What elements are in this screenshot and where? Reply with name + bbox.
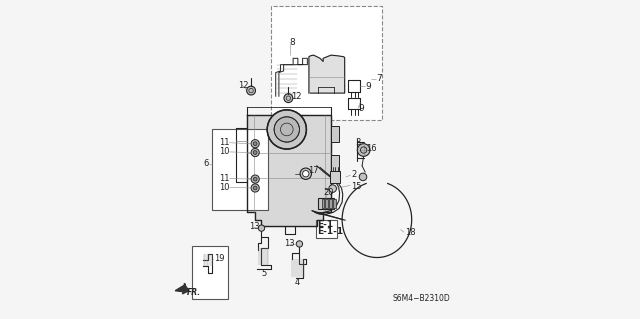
Circle shape — [253, 142, 257, 145]
Text: 20: 20 — [323, 188, 333, 197]
Text: 9: 9 — [366, 82, 372, 91]
Text: 13: 13 — [285, 239, 295, 248]
Text: 8: 8 — [290, 38, 296, 47]
Text: 7: 7 — [376, 74, 382, 83]
Circle shape — [284, 94, 293, 103]
Circle shape — [253, 151, 257, 154]
Bar — [333, 199, 336, 208]
Circle shape — [296, 241, 303, 247]
Text: 3: 3 — [356, 137, 361, 147]
Bar — [321, 199, 324, 208]
Text: 15: 15 — [351, 182, 362, 190]
Bar — [331, 126, 339, 142]
Circle shape — [357, 144, 370, 156]
Text: S6M4−B2310D: S6M4−B2310D — [393, 294, 451, 303]
Bar — [212, 130, 268, 210]
Bar — [330, 199, 332, 208]
Text: 11: 11 — [220, 174, 230, 183]
Circle shape — [253, 186, 257, 190]
Circle shape — [251, 140, 259, 148]
Bar — [319, 198, 334, 210]
Circle shape — [267, 110, 307, 149]
Circle shape — [329, 185, 337, 192]
Text: 19: 19 — [214, 254, 225, 263]
Polygon shape — [246, 115, 331, 226]
Circle shape — [300, 168, 312, 179]
Polygon shape — [175, 284, 189, 294]
Text: 16: 16 — [366, 144, 376, 153]
Bar — [331, 155, 339, 171]
Text: 4: 4 — [294, 278, 300, 287]
Text: 6: 6 — [204, 159, 209, 168]
Circle shape — [246, 86, 255, 95]
Circle shape — [359, 173, 367, 181]
Text: FR.: FR. — [186, 288, 201, 297]
Text: 11: 11 — [220, 138, 230, 147]
Text: 12: 12 — [291, 92, 301, 101]
Text: 18: 18 — [404, 228, 415, 237]
Text: 9: 9 — [358, 104, 364, 113]
Circle shape — [303, 171, 309, 177]
Circle shape — [259, 225, 265, 231]
Bar — [325, 199, 328, 208]
Circle shape — [251, 148, 259, 157]
Text: 2: 2 — [351, 170, 356, 179]
Bar — [192, 247, 228, 299]
Text: 10: 10 — [220, 183, 230, 192]
Text: 17: 17 — [308, 166, 319, 175]
Polygon shape — [309, 55, 345, 93]
Circle shape — [253, 177, 257, 181]
Text: E-1-1: E-1-1 — [317, 227, 343, 236]
Text: E-1: E-1 — [317, 220, 333, 229]
Circle shape — [251, 175, 259, 183]
Circle shape — [274, 117, 300, 142]
Text: 10: 10 — [220, 147, 230, 156]
Text: 5: 5 — [261, 269, 267, 278]
Text: 12: 12 — [238, 81, 248, 90]
Bar — [330, 171, 340, 182]
Circle shape — [251, 184, 259, 192]
Bar — [316, 219, 337, 238]
Text: 13: 13 — [250, 222, 260, 231]
Bar — [271, 6, 382, 120]
